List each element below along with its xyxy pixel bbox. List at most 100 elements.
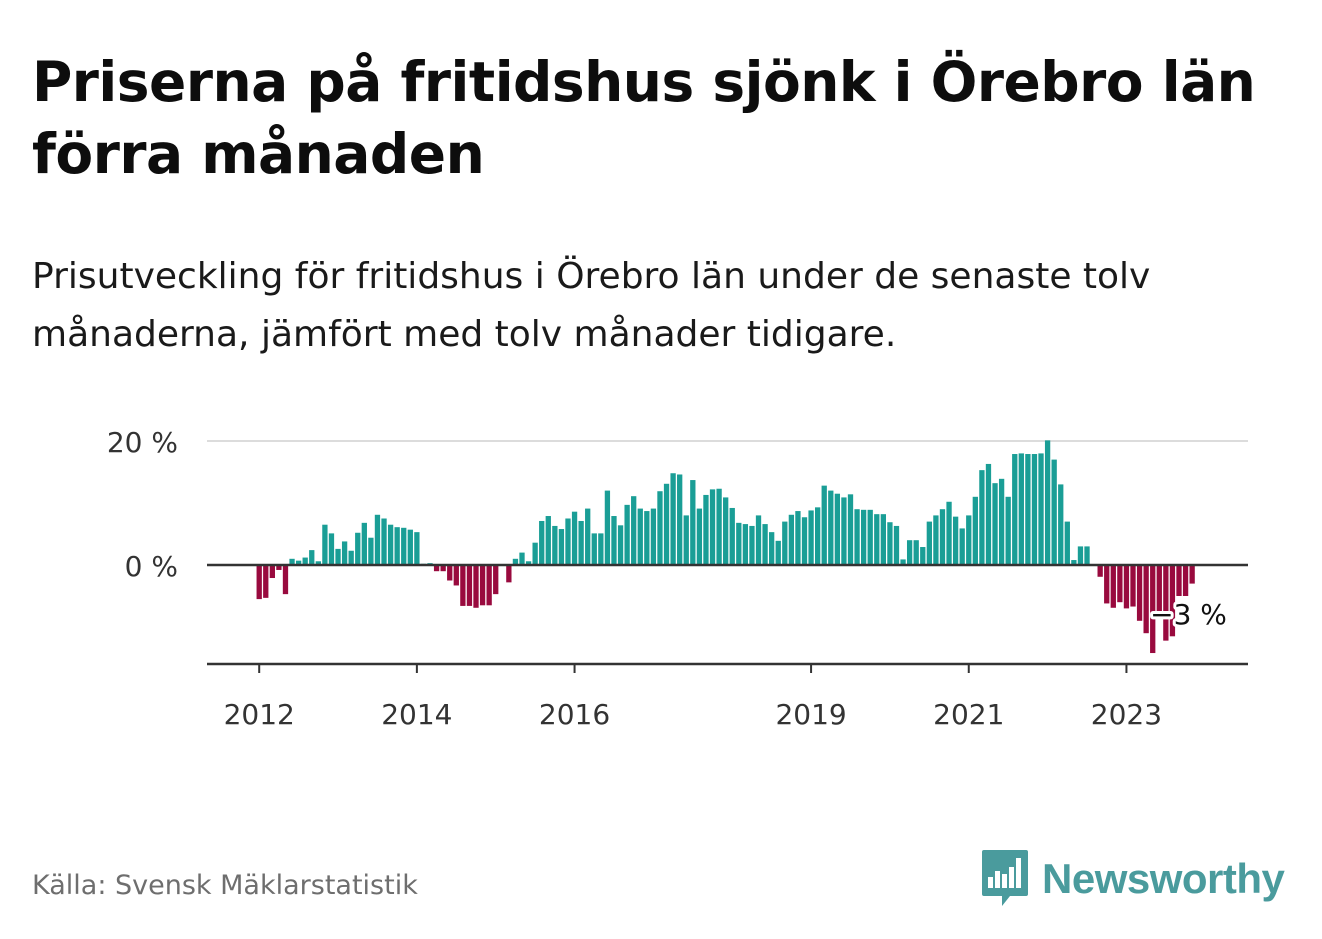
bar: [834, 493, 841, 565]
bar: [282, 565, 289, 595]
bar: [341, 541, 348, 565]
bar: [821, 485, 827, 565]
bar: [762, 524, 768, 565]
bar: [512, 558, 519, 565]
bar: [335, 548, 341, 565]
bar: [447, 565, 453, 581]
bar: [591, 533, 597, 565]
bar: [650, 508, 657, 565]
bar: [473, 565, 479, 608]
bar: [1150, 565, 1156, 654]
bar: [486, 565, 492, 606]
bar: [709, 489, 716, 565]
bar: [1123, 565, 1130, 609]
bar: [782, 521, 788, 565]
bar: [644, 511, 650, 565]
bar: [1018, 453, 1024, 565]
bar: [933, 515, 939, 565]
bar: [624, 504, 630, 565]
bar: [769, 532, 775, 565]
source-note: Källa: Svensk Mäklarstatistik: [32, 870, 418, 901]
bar: [276, 565, 282, 570]
bar: [414, 532, 420, 565]
bar: [860, 509, 867, 565]
bar: [998, 478, 1005, 565]
bar: [952, 516, 959, 565]
bar: [539, 520, 545, 565]
bar: [519, 552, 525, 565]
bar: [736, 522, 742, 565]
bar: [387, 524, 394, 565]
bar: [368, 537, 374, 565]
bar: [985, 463, 992, 565]
y-tick-label: 0 %: [125, 550, 178, 583]
bar: [1189, 565, 1195, 584]
bar: [578, 520, 584, 565]
bar: [670, 473, 676, 565]
bar: [381, 518, 387, 565]
bar: [1077, 546, 1084, 565]
bar: [815, 507, 821, 565]
bar: [532, 542, 538, 565]
bar: [433, 565, 440, 572]
bar: [1058, 484, 1064, 565]
x-tick-label: 2019: [775, 698, 846, 731]
bar: [906, 540, 913, 565]
bar: [729, 507, 735, 565]
bar-chart: 0 % 20 % 2012 2014 2016 2019 2021 2023 −3 %: [107, 426, 1248, 731]
bar: [269, 565, 275, 579]
bar: [1117, 565, 1123, 603]
bar: [401, 527, 407, 565]
bar: [309, 550, 315, 565]
bar: [801, 517, 808, 565]
bar: [493, 565, 499, 595]
brand-name: Newsworthy: [1042, 855, 1285, 902]
bar: [808, 510, 814, 565]
bar: [506, 565, 512, 583]
x-tick-label: 2014: [381, 698, 452, 731]
bar: [677, 474, 683, 565]
bar: [828, 490, 834, 565]
bar: [696, 508, 703, 565]
bar: [394, 527, 400, 565]
bar: [1163, 565, 1169, 641]
y-tick-label: 20 %: [107, 426, 178, 459]
bars: [256, 440, 1195, 654]
bar-chart-speech-bubble-icon: [982, 850, 1028, 906]
bar: [460, 565, 466, 606]
bar: [479, 565, 486, 606]
bar: [545, 516, 551, 565]
labels: 0 % 20 % 2012 2014 2016 2019 2021 2023 −3 %: [107, 426, 1230, 731]
bar: [841, 497, 847, 565]
bar: [617, 525, 624, 565]
bar: [755, 515, 762, 565]
bar: [1130, 565, 1136, 607]
bar: [880, 514, 886, 565]
bar: [355, 532, 361, 565]
bar: [453, 565, 459, 586]
bar: [315, 561, 321, 565]
bar: [1136, 565, 1143, 621]
bar: [348, 550, 354, 565]
bar: [742, 524, 749, 565]
bar: [992, 483, 998, 565]
bar: [1097, 565, 1103, 577]
chart-subtitle: Prisutveckling för fritidshus i Örebro l…: [32, 256, 1151, 355]
bar: [440, 565, 446, 572]
bar: [302, 557, 308, 565]
bar: [1084, 546, 1090, 565]
bar: [374, 514, 381, 565]
bar: [663, 483, 670, 565]
bar: [775, 540, 781, 565]
bar: [565, 518, 571, 565]
bar: [979, 470, 985, 565]
bar: [328, 533, 335, 565]
bar: [867, 509, 873, 565]
bar: [1051, 459, 1057, 565]
bar: [1064, 521, 1070, 565]
bar: [847, 494, 854, 565]
last-value-label: −3 %: [1150, 598, 1227, 631]
bar: [571, 511, 578, 565]
axes: [207, 563, 1248, 673]
bar: [1005, 496, 1011, 565]
